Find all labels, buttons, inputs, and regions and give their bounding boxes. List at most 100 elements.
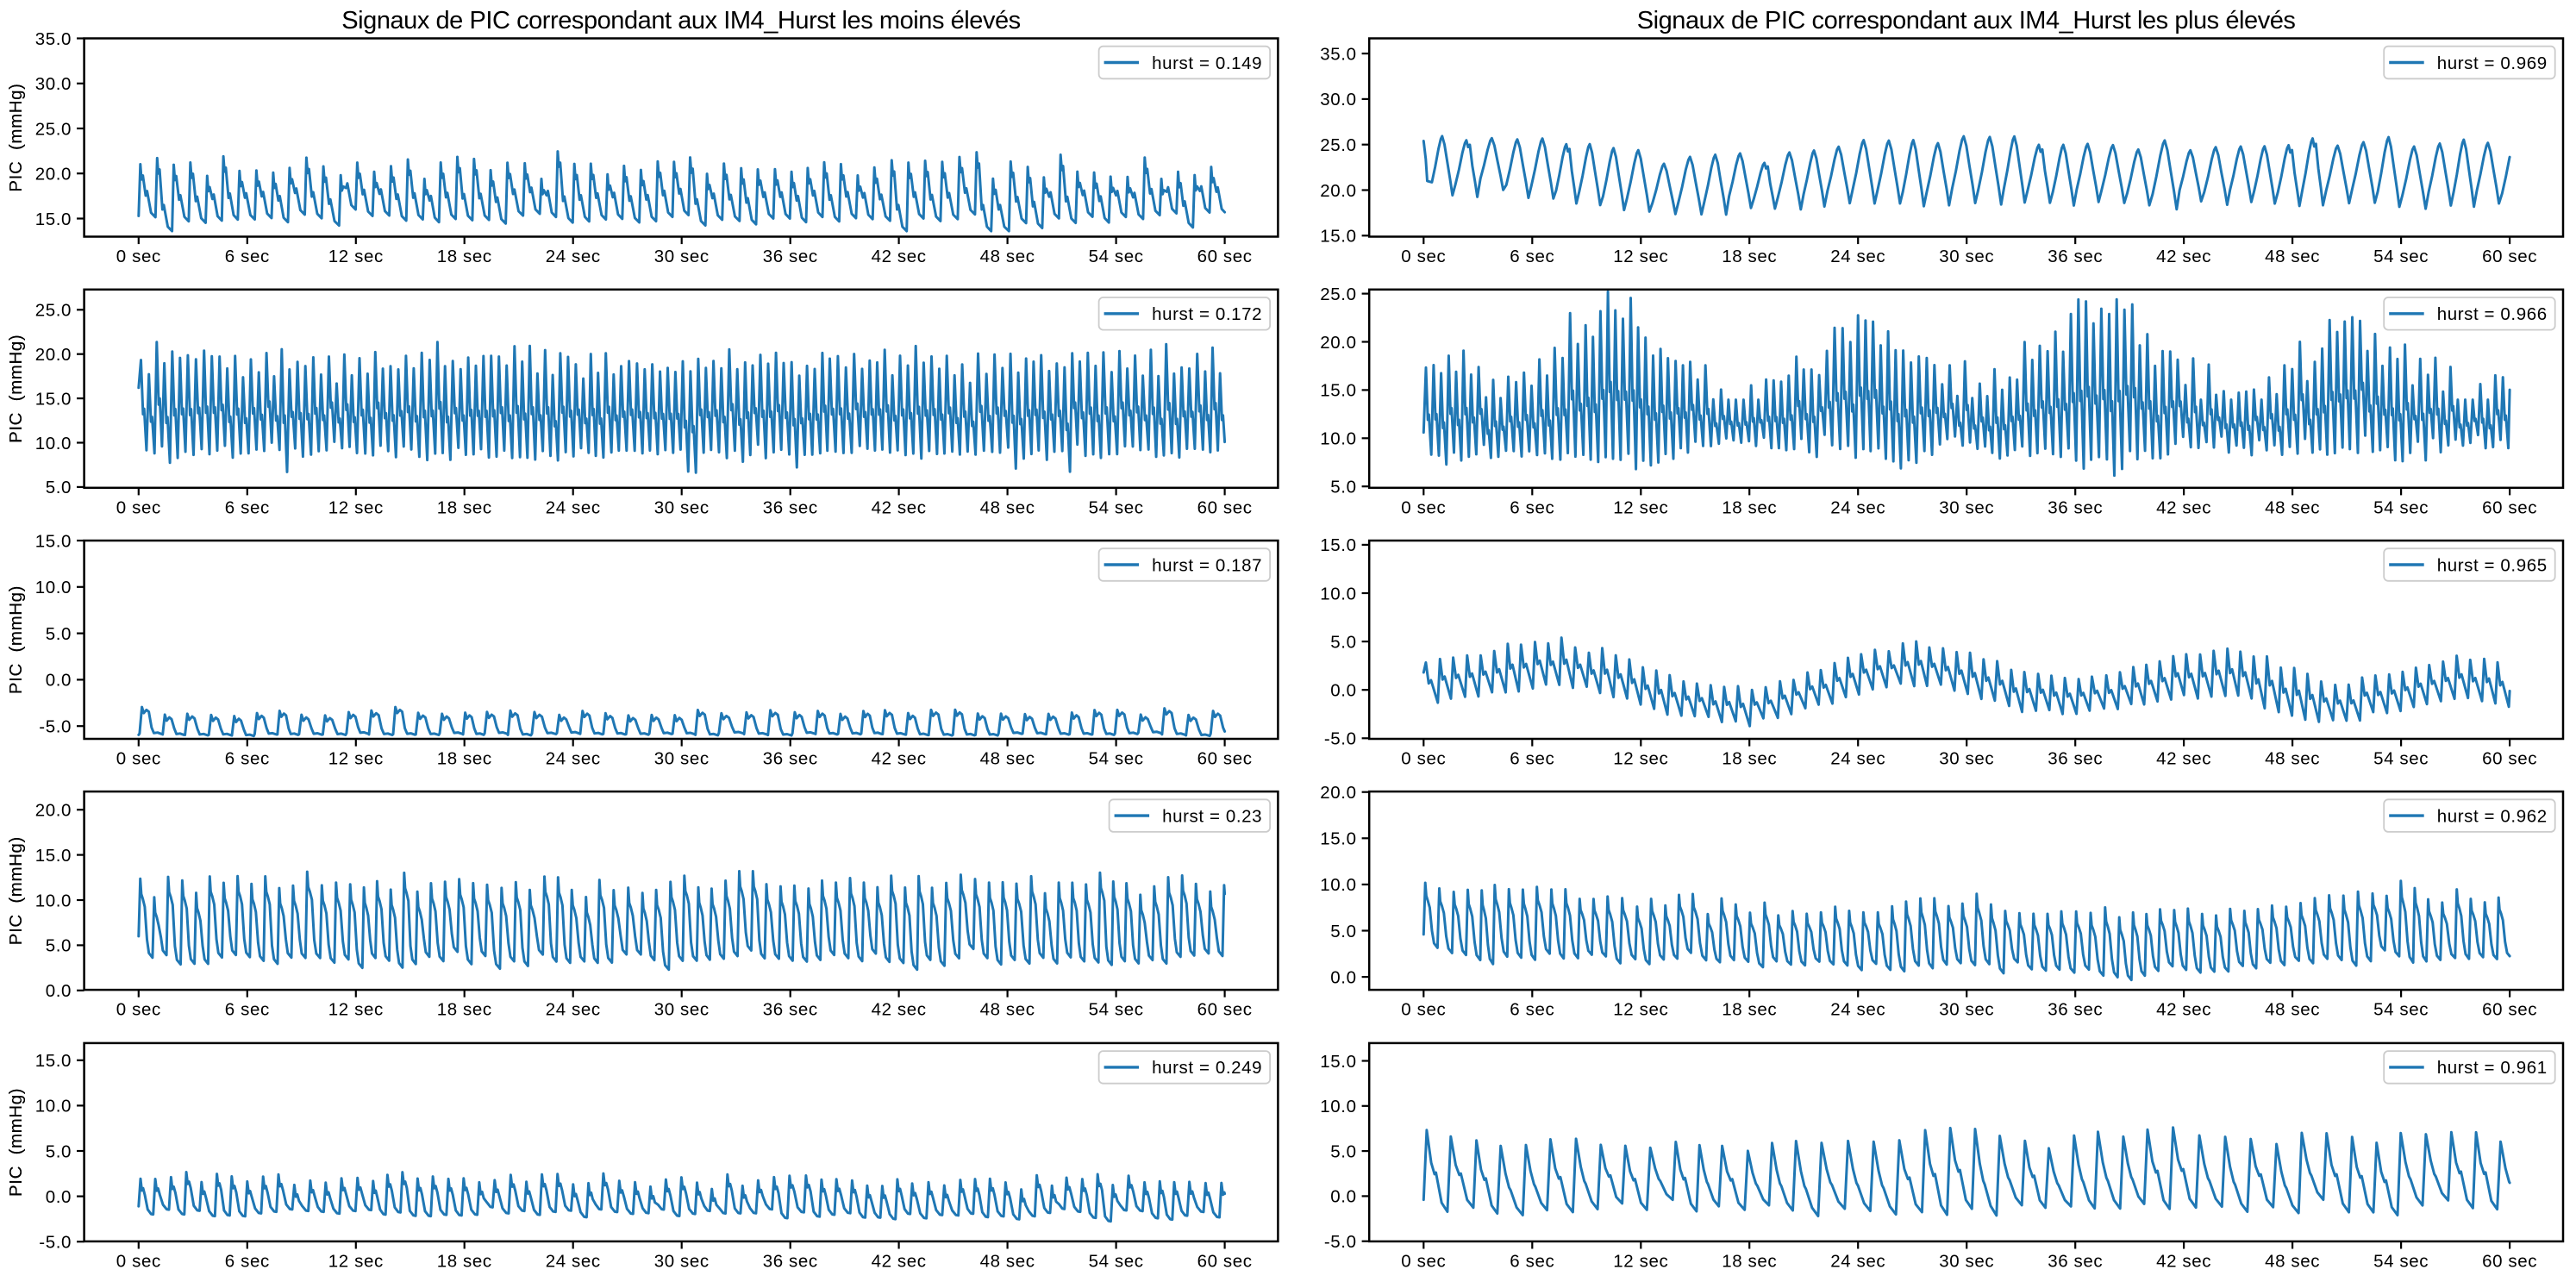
svg-text:30 sec: 30 sec — [654, 1251, 710, 1271]
svg-text:5.0: 5.0 — [46, 478, 72, 497]
svg-text:15.0: 15.0 — [35, 846, 72, 866]
svg-text:0 sec: 0 sec — [1401, 749, 1446, 769]
svg-text:5.0: 5.0 — [1330, 632, 1356, 652]
svg-text:48 sec: 48 sec — [980, 1251, 1035, 1271]
svg-text:36 sec: 36 sec — [2048, 1251, 2103, 1271]
svg-text:36 sec: 36 sec — [2048, 1000, 2103, 1020]
svg-text:12 sec: 12 sec — [1613, 497, 1668, 517]
svg-text:30 sec: 30 sec — [654, 247, 710, 266]
svg-text:35.0: 35.0 — [35, 29, 72, 49]
svg-text:PIC (mmHg): PIC (mmHg) — [6, 335, 26, 443]
svg-text:25.0: 25.0 — [1320, 285, 1356, 304]
svg-text:12 sec: 12 sec — [328, 749, 384, 769]
svg-text:15.0: 15.0 — [1320, 829, 1356, 849]
svg-text:10.0: 10.0 — [1320, 429, 1356, 449]
svg-text:hurst = 0.961: hurst = 0.961 — [2437, 1058, 2548, 1078]
svg-text:20.0: 20.0 — [35, 165, 72, 184]
svg-text:42 sec: 42 sec — [2156, 1000, 2211, 1020]
svg-text:60 sec: 60 sec — [1197, 497, 1253, 517]
svg-text:42 sec: 42 sec — [2156, 1251, 2211, 1271]
svg-text:-5.0: -5.0 — [1324, 1232, 1357, 1252]
svg-text:6 sec: 6 sec — [1510, 749, 1554, 769]
svg-text:6 sec: 6 sec — [225, 749, 270, 769]
svg-text:48 sec: 48 sec — [2265, 749, 2320, 769]
svg-text:PIC (mmHg): PIC (mmHg) — [6, 83, 26, 191]
svg-text:60 sec: 60 sec — [2482, 1000, 2537, 1020]
svg-text:15.0: 15.0 — [1320, 1052, 1356, 1072]
svg-text:24 sec: 24 sec — [546, 247, 601, 266]
svg-text:30 sec: 30 sec — [1939, 749, 1994, 769]
svg-text:48 sec: 48 sec — [980, 497, 1035, 517]
svg-text:54 sec: 54 sec — [1089, 1000, 1144, 1020]
svg-text:60 sec: 60 sec — [1197, 1251, 1253, 1271]
svg-text:18 sec: 18 sec — [1722, 1000, 1777, 1020]
svg-text:12 sec: 12 sec — [1613, 1251, 1668, 1271]
svg-text:6 sec: 6 sec — [1510, 1251, 1554, 1271]
svg-text:30.0: 30.0 — [35, 74, 72, 94]
svg-text:12 sec: 12 sec — [1613, 247, 1668, 266]
svg-text:60 sec: 60 sec — [2482, 497, 2537, 517]
svg-text:20.0: 20.0 — [1320, 783, 1356, 803]
svg-text:PIC (mmHg): PIC (mmHg) — [6, 1088, 26, 1197]
svg-text:18 sec: 18 sec — [437, 1251, 492, 1271]
svg-text:18 sec: 18 sec — [1722, 247, 1777, 266]
svg-text:0 sec: 0 sec — [1401, 247, 1446, 266]
svg-text:54 sec: 54 sec — [2373, 1000, 2429, 1020]
svg-text:24 sec: 24 sec — [546, 497, 601, 517]
svg-text:0 sec: 0 sec — [1401, 497, 1446, 517]
svg-text:36 sec: 36 sec — [2048, 497, 2103, 517]
svg-text:15.0: 15.0 — [35, 389, 72, 409]
svg-text:5.0: 5.0 — [46, 1141, 72, 1161]
svg-text:hurst = 0.187: hurst = 0.187 — [1152, 555, 1262, 575]
svg-text:54 sec: 54 sec — [1089, 247, 1144, 266]
svg-text:30 sec: 30 sec — [1939, 1000, 1994, 1020]
svg-text:24 sec: 24 sec — [1830, 749, 1885, 769]
svg-text:15.0: 15.0 — [1320, 381, 1356, 401]
svg-text:48 sec: 48 sec — [980, 1000, 1035, 1020]
svg-text:5.0: 5.0 — [46, 936, 72, 956]
svg-text:-5.0: -5.0 — [39, 717, 72, 737]
svg-text:15.0: 15.0 — [1320, 227, 1356, 247]
svg-text:0.0: 0.0 — [1330, 1187, 1356, 1207]
svg-text:10.0: 10.0 — [1320, 584, 1356, 603]
svg-text:PIC (mmHg): PIC (mmHg) — [6, 1088, 26, 1197]
svg-text:36 sec: 36 sec — [763, 497, 818, 517]
svg-text:15.0: 15.0 — [1320, 535, 1356, 555]
svg-text:42 sec: 42 sec — [872, 749, 927, 769]
svg-text:6 sec: 6 sec — [225, 247, 270, 266]
svg-text:54 sec: 54 sec — [2373, 749, 2429, 769]
svg-text:30 sec: 30 sec — [1939, 497, 1994, 517]
svg-text:5.0: 5.0 — [1330, 478, 1356, 497]
svg-text:60 sec: 60 sec — [1197, 1000, 1253, 1020]
svg-text:60 sec: 60 sec — [2482, 749, 2537, 769]
svg-text:0 sec: 0 sec — [1401, 1000, 1446, 1020]
svg-text:18 sec: 18 sec — [437, 497, 492, 517]
svg-text:Signaux de PIC correspondant a: Signaux de PIC correspondant aux IM4_Hur… — [341, 7, 1020, 34]
svg-text:24 sec: 24 sec — [1830, 1251, 1885, 1271]
svg-text:42 sec: 42 sec — [2156, 749, 2211, 769]
svg-text:36 sec: 36 sec — [763, 247, 818, 266]
svg-text:12 sec: 12 sec — [328, 247, 384, 266]
svg-text:0 sec: 0 sec — [116, 1251, 161, 1271]
svg-text:25.0: 25.0 — [1320, 135, 1356, 155]
svg-text:0.0: 0.0 — [46, 671, 72, 691]
svg-text:6 sec: 6 sec — [225, 1000, 270, 1020]
svg-text:0.0: 0.0 — [46, 1187, 72, 1207]
svg-text:25.0: 25.0 — [35, 119, 72, 139]
svg-text:0 sec: 0 sec — [1401, 1251, 1446, 1271]
svg-text:18 sec: 18 sec — [1722, 1251, 1777, 1271]
svg-text:6 sec: 6 sec — [225, 497, 270, 517]
svg-text:42 sec: 42 sec — [872, 497, 927, 517]
svg-text:0 sec: 0 sec — [116, 1000, 161, 1020]
svg-text:0 sec: 0 sec — [116, 247, 161, 266]
svg-text:30 sec: 30 sec — [1939, 1251, 1994, 1271]
svg-text:60 sec: 60 sec — [2482, 1251, 2537, 1271]
svg-text:24 sec: 24 sec — [546, 1251, 601, 1271]
svg-text:24 sec: 24 sec — [546, 1000, 601, 1020]
svg-text:PIC (mmHg): PIC (mmHg) — [6, 836, 26, 945]
svg-text:6 sec: 6 sec — [225, 1251, 270, 1271]
svg-text:20.0: 20.0 — [35, 801, 72, 821]
svg-text:42 sec: 42 sec — [2156, 247, 2211, 266]
svg-text:36 sec: 36 sec — [763, 749, 818, 769]
svg-text:36 sec: 36 sec — [2048, 247, 2103, 266]
